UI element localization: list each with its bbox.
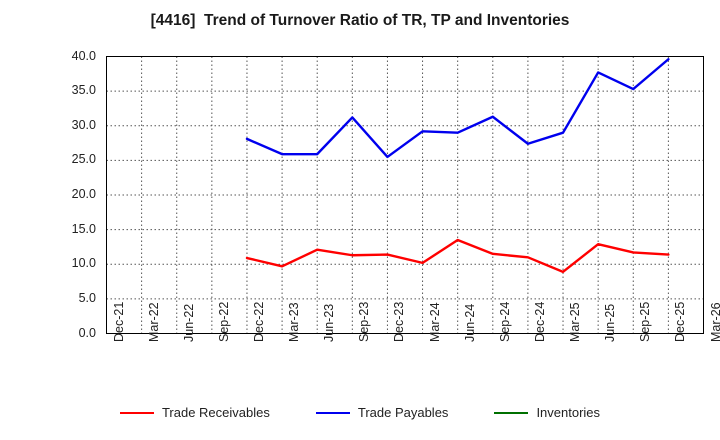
x-axis-tick-label: Mar-22 xyxy=(146,302,161,342)
legend-item-2[interactable]: Trade Payables xyxy=(315,405,449,420)
x-axis-tick-label: Sep-24 xyxy=(497,301,512,342)
y-axis-tick-label: 0.0 xyxy=(78,325,96,340)
x-axis-tick-label: Dec-22 xyxy=(251,301,266,342)
x-axis-tick-label: Mar-26 xyxy=(708,302,720,342)
legend-item-label: Inventories xyxy=(536,405,601,420)
x-axis-tick-label: Sep-23 xyxy=(357,301,372,342)
x-axis-tick-label: Mar-24 xyxy=(427,302,442,342)
x-axis-tick-label: Jun-22 xyxy=(181,303,196,342)
legend-item-label: Trade Receivables xyxy=(161,405,270,420)
series-line-1 xyxy=(245,238,670,274)
x-axis-tick-label: Jun-25 xyxy=(603,303,618,342)
gridlines xyxy=(106,56,704,334)
y-axis-tick-label: 30.0 xyxy=(71,117,96,132)
y-axis-tick-label: 40.0 xyxy=(71,48,96,63)
legend-item-1[interactable]: Trade Receivables xyxy=(119,405,270,420)
y-axis-tick-label: 15.0 xyxy=(71,221,96,236)
x-axis-tick-label: Sep-25 xyxy=(638,301,653,342)
x-axis-tick-label: Mar-25 xyxy=(568,302,583,342)
y-axis-tick-label: 10.0 xyxy=(71,256,96,271)
chart-title: [4416] Trend of Turnover Ratio of TR, TP… xyxy=(150,12,570,29)
series-line-2 xyxy=(245,58,670,159)
x-axis-tick-label: Sep-22 xyxy=(216,301,231,342)
legend-line-swatch-icon xyxy=(494,411,529,414)
x-axis-tick-label: Jun-23 xyxy=(322,303,337,342)
y-axis-tick-label: 20.0 xyxy=(71,187,96,201)
legend-item-3[interactable]: Inventories xyxy=(494,405,600,420)
legend-item-label: Trade Payables xyxy=(357,405,449,420)
chart-legend: Trade Receivables Trade Payables Inventori… xyxy=(0,405,720,420)
x-axis-tick-label: Jun-24 xyxy=(462,303,477,342)
plot-frame xyxy=(106,56,704,334)
x-axis-tick-label: Dec-25 xyxy=(673,301,688,342)
data-series-group xyxy=(245,58,670,274)
legend-line-swatch-icon xyxy=(119,411,154,414)
legend-line-swatch-icon xyxy=(315,411,350,414)
x-axis-tick-label: Dec-24 xyxy=(532,301,547,342)
x-axis-tick-label: Dec-21 xyxy=(111,301,126,342)
x-axis-tick-label: Mar-23 xyxy=(287,302,302,342)
y-axis-tick-label: 25.0 xyxy=(71,152,96,167)
y-axis-tick-label: 5.0 xyxy=(78,290,96,305)
y-axis-tick-label: 35.0 xyxy=(71,83,96,98)
x-axis-tick-label: Dec-23 xyxy=(392,301,407,342)
